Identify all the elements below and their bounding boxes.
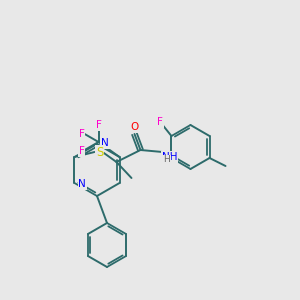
Text: O: O <box>130 122 139 132</box>
Text: N: N <box>101 138 109 148</box>
Text: S: S <box>96 146 103 158</box>
Text: F: F <box>158 117 164 127</box>
Text: H: H <box>163 155 170 164</box>
Text: N: N <box>79 179 86 189</box>
Text: F: F <box>79 146 85 156</box>
Text: NH: NH <box>162 152 177 162</box>
Text: F: F <box>79 129 85 139</box>
Text: F: F <box>96 120 101 130</box>
